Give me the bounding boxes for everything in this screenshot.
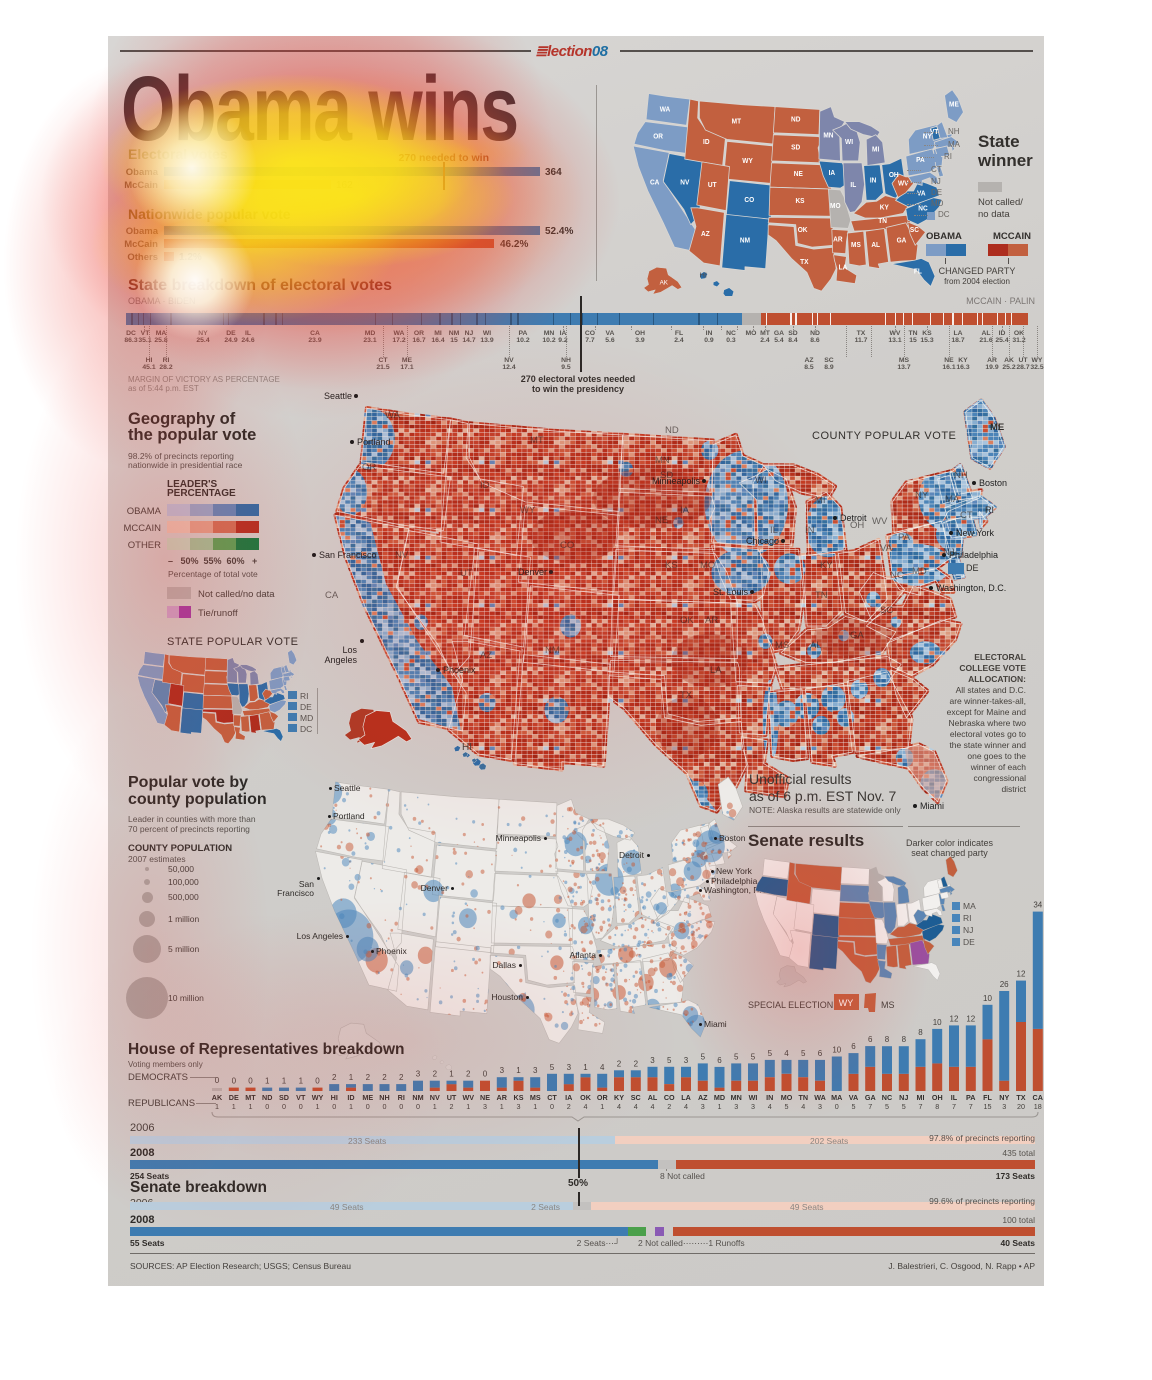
svg-text:2: 2: [366, 1073, 371, 1082]
svg-text:3: 3: [500, 1066, 505, 1075]
svg-text:0: 0: [483, 1070, 488, 1079]
svg-text:ME: ME: [949, 101, 959, 108]
svg-text:TX: TX: [800, 259, 809, 266]
svg-text:MI: MI: [872, 146, 879, 153]
svg-text:OR: OR: [653, 133, 663, 140]
svg-text:3: 3: [567, 1063, 572, 1072]
svg-text:0: 0: [315, 1077, 320, 1086]
svg-text:5: 5: [550, 1063, 555, 1072]
svg-text:8: 8: [918, 1028, 923, 1037]
svg-text:IA: IA: [829, 170, 836, 177]
svg-text:12: 12: [1017, 970, 1026, 979]
svg-text:0: 0: [248, 1077, 253, 1086]
svg-text:3: 3: [650, 1056, 655, 1065]
svg-text:2: 2: [399, 1073, 404, 1082]
svg-text:MS: MS: [851, 242, 861, 249]
svg-text:IN: IN: [870, 177, 877, 184]
svg-text:NM: NM: [740, 237, 750, 244]
svg-text:3: 3: [416, 1070, 421, 1079]
svg-text:AL: AL: [871, 242, 880, 249]
svg-text:0: 0: [232, 1077, 237, 1086]
svg-text:5: 5: [801, 1049, 806, 1058]
svg-text:2: 2: [634, 1059, 639, 1068]
svg-text:2: 2: [382, 1073, 387, 1082]
svg-text:1: 1: [349, 1073, 354, 1082]
svg-text:4: 4: [784, 1049, 789, 1058]
svg-text:ND: ND: [791, 116, 800, 123]
svg-text:KY: KY: [880, 204, 889, 211]
svg-text:10: 10: [832, 1046, 841, 1055]
svg-text:1: 1: [299, 1077, 304, 1086]
svg-text:IL: IL: [850, 182, 856, 189]
svg-text:5: 5: [751, 1052, 756, 1061]
svg-text:8: 8: [885, 1035, 890, 1044]
svg-text:WI: WI: [845, 139, 853, 146]
svg-text:26: 26: [1000, 980, 1009, 989]
svg-text:2: 2: [433, 1070, 438, 1079]
svg-text:MT: MT: [732, 118, 742, 125]
svg-text:GA: GA: [897, 237, 907, 244]
svg-text:1: 1: [516, 1066, 521, 1075]
svg-text:6: 6: [818, 1049, 823, 1058]
svg-text:3: 3: [684, 1056, 689, 1065]
svg-text:CA: CA: [650, 179, 659, 186]
svg-text:CO: CO: [744, 197, 754, 204]
svg-text:6: 6: [868, 1035, 873, 1044]
svg-text:1: 1: [265, 1077, 270, 1086]
svg-text:2: 2: [466, 1070, 471, 1079]
svg-text:VA: VA: [917, 190, 926, 197]
svg-text:4: 4: [600, 1063, 605, 1072]
svg-text:MO: MO: [830, 203, 841, 210]
svg-text:2: 2: [617, 1059, 622, 1068]
svg-text:5: 5: [701, 1052, 706, 1061]
svg-text:3: 3: [533, 1066, 538, 1075]
svg-text:ID: ID: [703, 139, 710, 146]
svg-text:FL: FL: [914, 268, 922, 275]
svg-text:NE: NE: [794, 171, 803, 178]
svg-text:2: 2: [332, 1073, 337, 1082]
svg-text:NV: NV: [680, 179, 689, 186]
svg-text:5: 5: [768, 1049, 773, 1058]
svg-text:KS: KS: [795, 198, 804, 205]
svg-text:AK: AK: [660, 280, 669, 287]
svg-text:UT: UT: [708, 182, 717, 189]
svg-text:1: 1: [282, 1077, 287, 1086]
svg-text:34: 34: [1033, 901, 1042, 910]
svg-text:SC: SC: [910, 227, 919, 234]
svg-text:SD: SD: [791, 145, 800, 152]
svg-text:6: 6: [717, 1056, 722, 1065]
svg-text:0: 0: [215, 1076, 220, 1085]
svg-text:8: 8: [902, 1035, 907, 1044]
svg-text:LA: LA: [839, 264, 848, 271]
svg-text:OK: OK: [798, 227, 808, 234]
svg-text:12: 12: [950, 1014, 959, 1023]
svg-text:AZ: AZ: [701, 231, 710, 238]
svg-text:10: 10: [983, 994, 992, 1003]
svg-text:5: 5: [734, 1052, 739, 1061]
svg-text:5: 5: [667, 1056, 672, 1065]
svg-text:AR: AR: [833, 236, 842, 243]
svg-text:WA: WA: [660, 106, 671, 113]
svg-text:12: 12: [966, 1014, 975, 1023]
svg-text:6: 6: [851, 1042, 856, 1051]
svg-text:WY: WY: [742, 158, 753, 165]
svg-text:MN: MN: [823, 132, 833, 139]
svg-text:1: 1: [449, 1070, 454, 1079]
svg-text:TN: TN: [878, 218, 887, 225]
svg-text:10: 10: [933, 1018, 942, 1027]
svg-text:1: 1: [583, 1063, 588, 1072]
svg-text:OH: OH: [889, 172, 899, 179]
svg-text:HI: HI: [699, 271, 707, 280]
